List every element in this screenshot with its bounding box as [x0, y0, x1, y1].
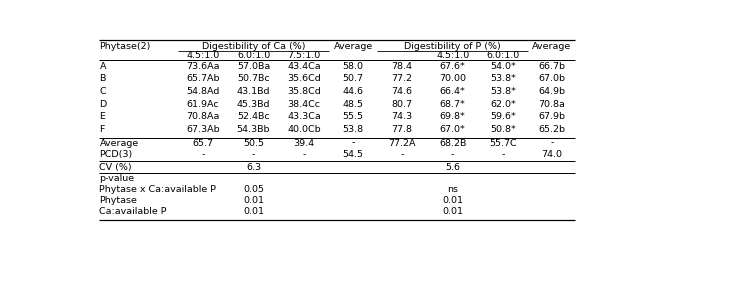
Text: 73.6Aa: 73.6Aa — [187, 62, 219, 71]
Text: Phytase(2): Phytase(2) — [100, 42, 151, 51]
Text: 65.2b: 65.2b — [539, 125, 565, 134]
Text: 77.2A: 77.2A — [389, 139, 416, 148]
Text: 45.3Bd: 45.3Bd — [237, 100, 270, 109]
Text: p-value: p-value — [100, 174, 135, 183]
Text: 50.8*: 50.8* — [491, 125, 516, 134]
Text: 59.6*: 59.6* — [491, 112, 516, 121]
Text: 40.0Cb: 40.0Cb — [287, 125, 321, 134]
Text: 66.4*: 66.4* — [440, 87, 466, 96]
Text: 70.8Aa: 70.8Aa — [187, 112, 219, 121]
Text: 67.0*: 67.0* — [440, 125, 466, 134]
Text: 57.0Ba: 57.0Ba — [237, 62, 270, 71]
Text: Digestibility of Ca (%): Digestibility of Ca (%) — [201, 42, 306, 51]
Text: 0.01: 0.01 — [442, 206, 463, 216]
Text: -: - — [201, 150, 204, 159]
Text: PCD(3): PCD(3) — [100, 150, 133, 159]
Text: 43.3Ca: 43.3Ca — [287, 112, 321, 121]
Text: 35.8Cd: 35.8Cd — [287, 87, 321, 96]
Text: 53.8: 53.8 — [342, 125, 364, 134]
Text: 77.2: 77.2 — [392, 75, 413, 83]
Text: 35.6Cd: 35.6Cd — [287, 75, 321, 83]
Text: F: F — [100, 125, 105, 134]
Text: 78.4: 78.4 — [392, 62, 413, 71]
Text: 39.4: 39.4 — [294, 139, 315, 148]
Text: 68.7*: 68.7* — [440, 100, 466, 109]
Text: 62.0*: 62.0* — [491, 100, 516, 109]
Text: 55.5: 55.5 — [342, 112, 363, 121]
Text: 55.7C: 55.7C — [489, 139, 517, 148]
Text: 67.6*: 67.6* — [440, 62, 466, 71]
Text: 6.0:1.0: 6.0:1.0 — [487, 51, 520, 60]
Text: 64.9b: 64.9b — [539, 87, 565, 96]
Text: 53.8*: 53.8* — [490, 87, 516, 96]
Text: 67.9b: 67.9b — [539, 112, 565, 121]
Text: 50.7Bc: 50.7Bc — [237, 75, 270, 83]
Text: CV (%): CV (%) — [100, 163, 132, 172]
Text: 50.7: 50.7 — [342, 75, 363, 83]
Text: 50.5: 50.5 — [243, 139, 264, 148]
Text: 0.01: 0.01 — [442, 195, 463, 205]
Text: 44.6: 44.6 — [342, 87, 363, 96]
Text: A: A — [100, 62, 106, 71]
Text: ns: ns — [447, 185, 458, 194]
Text: 65.7Ab: 65.7Ab — [187, 75, 219, 83]
Text: 70.8a: 70.8a — [539, 100, 565, 109]
Text: 38.4Cc: 38.4Cc — [288, 100, 321, 109]
Text: Average: Average — [533, 42, 571, 51]
Text: 48.5: 48.5 — [342, 100, 363, 109]
Text: -: - — [351, 139, 355, 148]
Text: 5.6: 5.6 — [445, 163, 460, 172]
Text: -: - — [451, 150, 455, 159]
Text: 65.7: 65.7 — [192, 139, 213, 148]
Text: C: C — [100, 87, 106, 96]
Text: 53.8*: 53.8* — [490, 75, 516, 83]
Text: 74.6: 74.6 — [392, 87, 413, 96]
Text: 4.5:1.0: 4.5:1.0 — [436, 51, 470, 60]
Text: 6.0:1.0: 6.0:1.0 — [237, 51, 270, 60]
Text: D: D — [100, 100, 106, 109]
Text: 68.2B: 68.2B — [439, 139, 467, 148]
Text: 61.9Ac: 61.9Ac — [187, 100, 219, 109]
Text: E: E — [100, 112, 106, 121]
Text: -: - — [551, 139, 554, 148]
Text: 67.3Ab: 67.3Ab — [187, 125, 220, 134]
Text: 43.1Bd: 43.1Bd — [237, 87, 270, 96]
Text: -: - — [502, 150, 505, 159]
Text: Ca:available P: Ca:available P — [100, 206, 167, 216]
Text: -: - — [303, 150, 306, 159]
Text: 54.5: 54.5 — [342, 150, 363, 159]
Text: 52.4Bc: 52.4Bc — [237, 112, 270, 121]
Text: 0.05: 0.05 — [243, 185, 264, 194]
Text: -: - — [252, 150, 255, 159]
Text: 6.3: 6.3 — [246, 163, 261, 172]
Text: Average: Average — [100, 139, 139, 148]
Text: B: B — [100, 75, 106, 83]
Text: Average: Average — [333, 42, 373, 51]
Text: 80.7: 80.7 — [392, 100, 413, 109]
Text: 54.3Bb: 54.3Bb — [237, 125, 270, 134]
Text: 54.8Ad: 54.8Ad — [187, 87, 219, 96]
Text: 74.0: 74.0 — [542, 150, 562, 159]
Text: 66.7b: 66.7b — [539, 62, 565, 71]
Text: 4.5:1.0: 4.5:1.0 — [187, 51, 219, 60]
Text: 67.0b: 67.0b — [539, 75, 565, 83]
Text: 69.8*: 69.8* — [440, 112, 466, 121]
Text: Phytase: Phytase — [100, 195, 137, 205]
Text: 43.4Ca: 43.4Ca — [287, 62, 321, 71]
Text: 58.0: 58.0 — [342, 62, 363, 71]
Text: Phytase x Ca:available P: Phytase x Ca:available P — [100, 185, 216, 194]
Text: -: - — [401, 150, 404, 159]
Text: 0.01: 0.01 — [243, 206, 264, 216]
Text: 0.01: 0.01 — [243, 195, 264, 205]
Text: Digestibility of P (%): Digestibility of P (%) — [404, 42, 501, 51]
Text: 54.0*: 54.0* — [491, 62, 516, 71]
Text: 74.3: 74.3 — [392, 112, 413, 121]
Text: 7.5:1.0: 7.5:1.0 — [288, 51, 321, 60]
Text: 70.00: 70.00 — [439, 75, 466, 83]
Text: 77.8: 77.8 — [392, 125, 413, 134]
